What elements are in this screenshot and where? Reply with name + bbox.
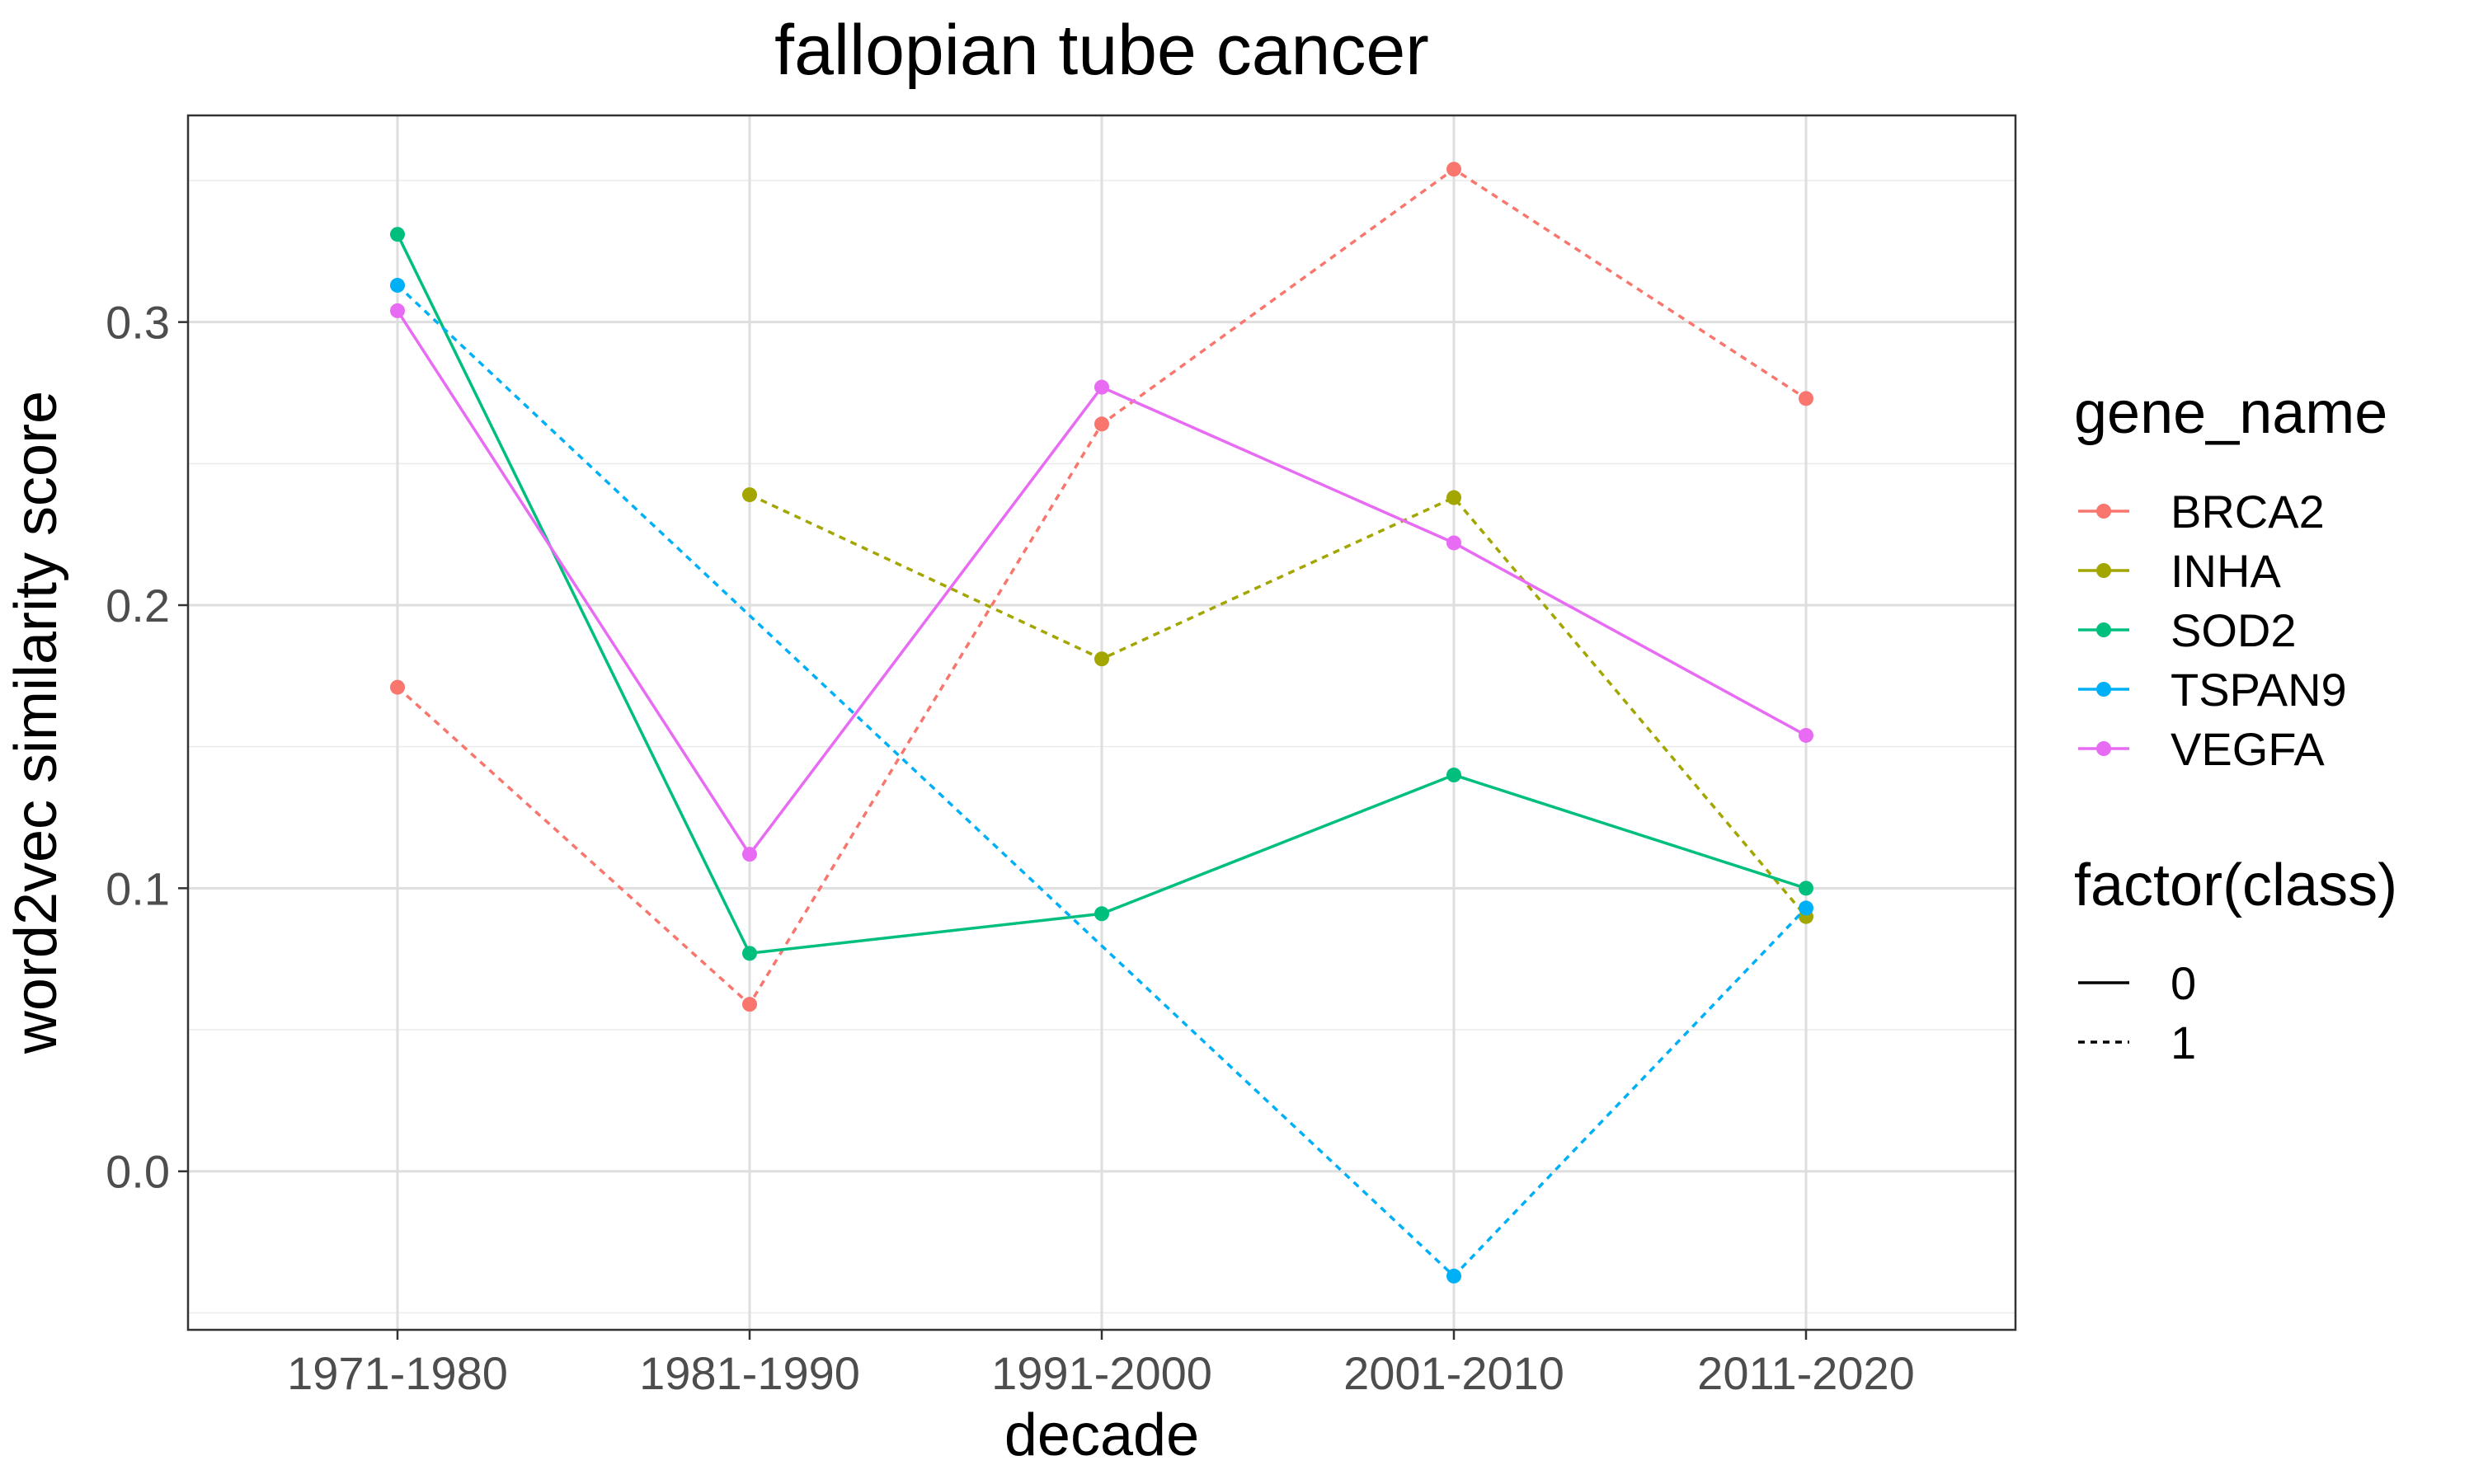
color-legend-title: gene_name [2074,380,2387,446]
x-tick-label: 2011-2020 [1697,1347,1915,1399]
data-point-sod2 [742,946,757,961]
linetype-legend-items: 01 [2078,957,2196,1068]
y-axis-ticks: 0.0 0.1 0.2 0.3 [106,297,188,1198]
x-tick-label: 2001-2010 [1343,1347,1564,1399]
series-tspan9 [390,278,1813,1284]
linetype-legend-title: factor(class) [2074,852,2397,918]
data-point-sod2 [1799,881,1813,896]
color-legend-items: BRCA2 INHA SOD2 TSPAN9 VEGFA [2078,486,2347,775]
data-point-inha [742,487,757,503]
legend-key-point [2096,682,2111,697]
data-point-vegfa [1094,379,1109,395]
linetype-legend-label: 0 [2171,957,2196,1009]
grid [188,115,2015,1330]
legend-item-brca2: BRCA2 [2078,486,2325,538]
legend-label: TSPAN9 [2171,664,2347,716]
series-brca2 [390,162,1813,1012]
legend-key-point [2096,622,2111,637]
data-point-tspan9 [390,278,405,294]
legend: gene_name BRCA2 INHA SOD2 TSPAN9 VEGFA facto… [2074,380,2397,1068]
legend-label: SOD2 [2171,604,2297,656]
data-point-sod2 [390,227,405,242]
x-axis-ticks: 1971-1980 1981-1990 1991-2000 2001-2010 2011… [287,1330,1915,1399]
linetype-legend-label: 1 [2171,1017,2196,1068]
x-tick-label: 1991-2000 [991,1347,1212,1399]
legend-item-tspan9: TSPAN9 [2078,664,2347,716]
legend-item-sod2: SOD2 [2078,604,2297,656]
data-point-inha [1094,651,1109,667]
legend-label: INHA [2171,545,2281,597]
data-point-brca2 [390,679,405,695]
data-point-vegfa [390,303,405,318]
series-vegfa [390,303,1813,862]
chart-title: fallopian tube cancer [774,11,1429,90]
series-inha [742,487,1813,924]
data-point-brca2 [1446,162,1461,177]
series-layer [390,162,1813,1284]
y-tick-label: 0.1 [106,862,170,914]
y-axis-title: word2vec similarity score [3,391,69,1054]
y-tick-label: 0.0 [106,1146,170,1198]
series-line-inha [749,493,1808,918]
legend-item-vegfa: VEGFA [2078,723,2325,775]
series-sod2 [390,227,1813,961]
data-point-inha [1446,490,1461,505]
data-point-vegfa [1799,727,1813,743]
data-point-sod2 [1094,906,1109,922]
data-point-brca2 [1094,416,1109,432]
x-axis-title: decade [1004,1402,1199,1468]
legend-key-point [2096,741,2111,756]
linetype-legend-item-1: 1 [2078,1017,2196,1068]
legend-item-inha: INHA [2078,545,2281,597]
legend-key-point [2096,563,2111,578]
data-point-tspan9 [1446,1268,1461,1284]
x-tick-label: 1971-1980 [287,1347,508,1399]
linetype-legend-item-0: 0 [2078,957,2196,1009]
legend-key-point [2096,504,2111,519]
data-point-brca2 [742,997,757,1012]
data-point-tspan9 [1799,900,1813,916]
legend-label: BRCA2 [2171,486,2325,538]
legend-label: VEGFA [2171,723,2325,775]
data-point-vegfa [1446,535,1461,551]
x-tick-label: 1981-1990 [639,1347,860,1399]
data-point-brca2 [1799,391,1813,406]
data-point-vegfa [742,847,757,862]
y-tick-label: 0.2 [106,580,170,632]
data-point-sod2 [1446,768,1461,783]
y-tick-label: 0.3 [106,297,170,349]
